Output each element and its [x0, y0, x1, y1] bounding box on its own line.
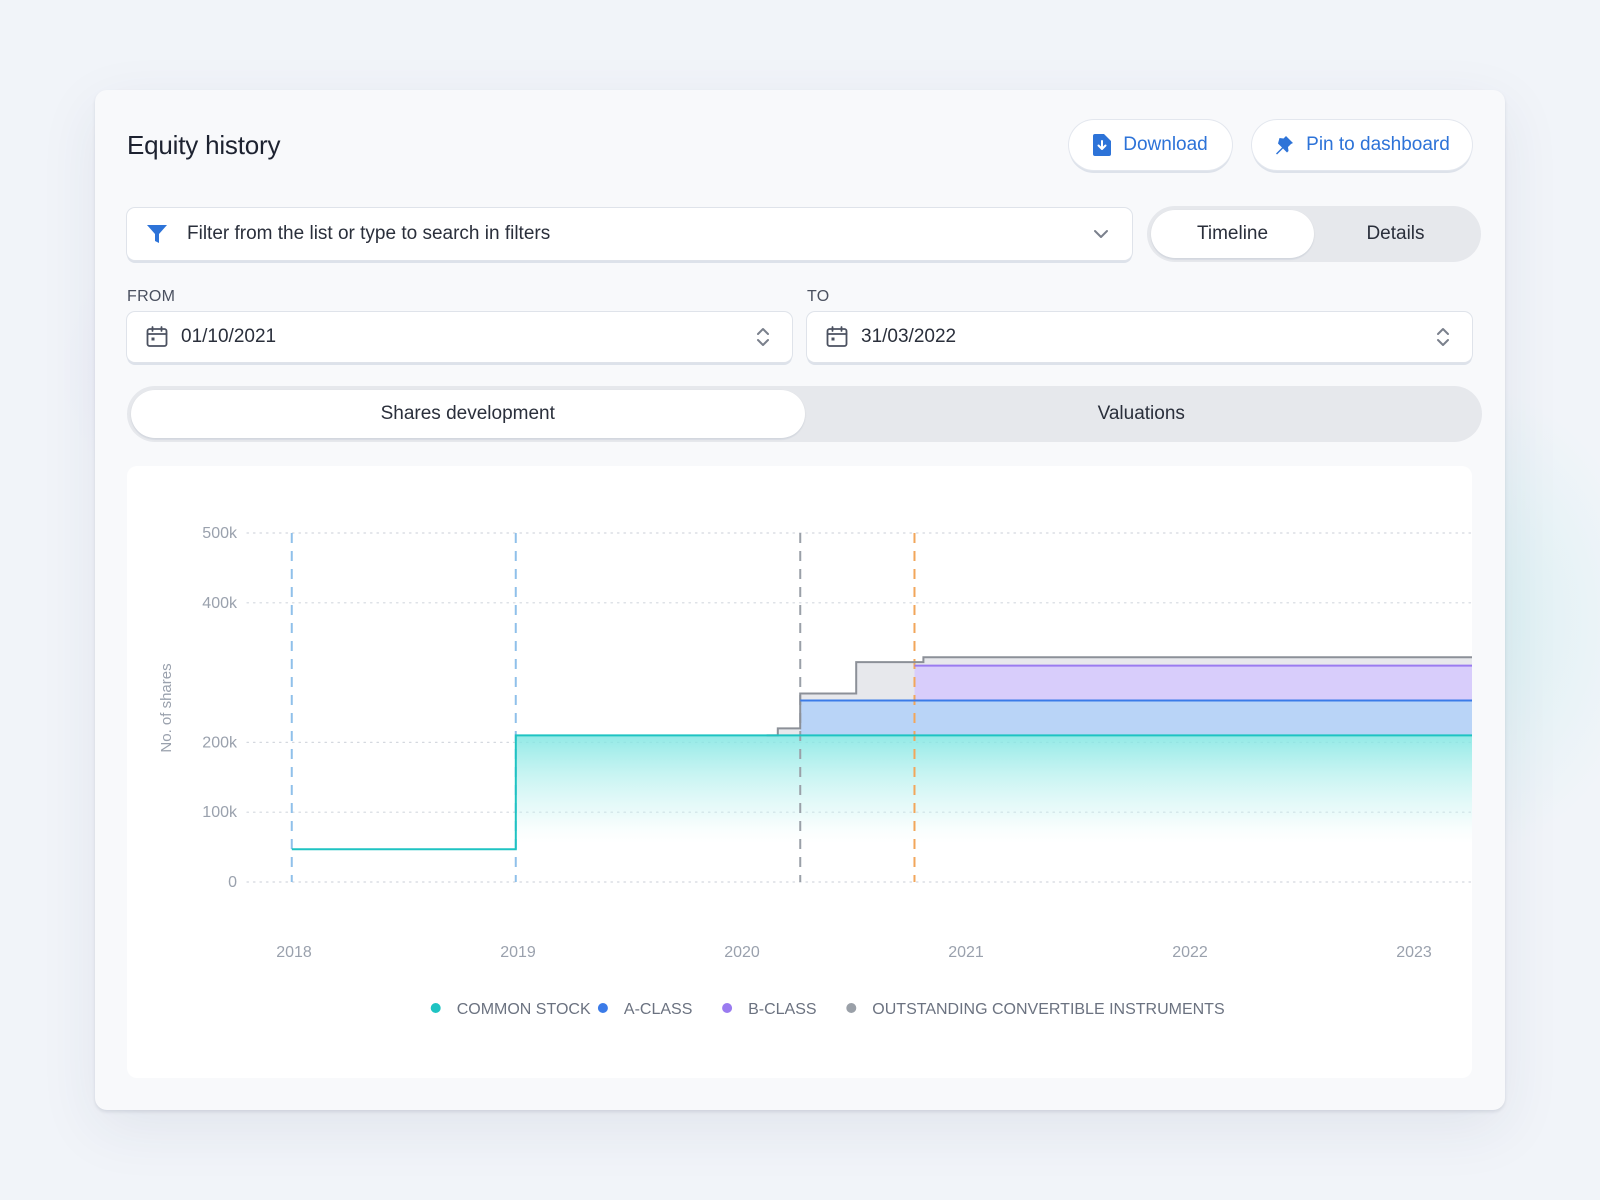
y-tick-label: 0 — [228, 874, 237, 891]
x-tick-label: 2019 — [500, 944, 536, 961]
calendar-icon — [826, 326, 848, 347]
from-date-field[interactable]: 01/10/2021 — [127, 312, 792, 362]
tab-shares-development[interactable]: Shares development — [131, 390, 805, 438]
shares-development-chart: 0 100k 200k 400k 500k 2018 2019 2020 2021 2022 202… — [158, 525, 1472, 1018]
y-axis-label: No. of shares — [158, 663, 175, 752]
calendar-icon — [146, 326, 168, 347]
y-tick-label: 200k — [202, 734, 238, 751]
x-tick-label: 2021 — [948, 944, 984, 961]
download-label: Download — [1123, 134, 1208, 155]
tab-timeline[interactable]: Timeline — [1151, 210, 1314, 258]
from-date-value: 01/10/2021 — [181, 326, 277, 347]
to-label: TO — [807, 288, 830, 305]
b-class-area — [914, 665, 1472, 701]
equity-history-card: Equity history Download Pin to dashboard… — [95, 90, 1505, 1110]
y-tick-label: 400k — [202, 595, 238, 612]
pin-label: Pin to dashboard — [1306, 134, 1450, 155]
from-label: FROM — [127, 288, 176, 305]
legend-label: B-CLASS — [748, 1001, 816, 1018]
page-title: Equity history — [127, 130, 281, 160]
legend-label: COMMON STOCK — [457, 1001, 591, 1018]
legend-label: A-CLASS — [624, 1001, 692, 1018]
download-button[interactable]: Download — [1069, 120, 1232, 170]
x-tick-label: 2020 — [724, 944, 760, 961]
convertible-line — [766, 656, 1472, 737]
filter-placeholder: Filter from the list or type to search i… — [187, 223, 551, 244]
legend-label: OUTSTANDING CONVERTIBLE INSTRUMENTS — [872, 1001, 1224, 1018]
legend-dot — [430, 1003, 441, 1013]
up-down-chevron-icon[interactable] — [1436, 326, 1450, 348]
y-tick-label: 500k — [202, 525, 238, 542]
a-class-area — [800, 700, 1472, 736]
x-tick-label: 2023 — [1396, 944, 1432, 961]
to-date-field[interactable]: 31/03/2022 — [807, 312, 1472, 362]
filter-select[interactable]: Filter from the list or type to search i… — [127, 208, 1132, 260]
pin-icon — [1276, 135, 1294, 155]
chart-tabs: Shares development Valuations — [127, 386, 1482, 442]
tab-valuations[interactable]: Valuations — [1097, 403, 1185, 424]
common-stock-line — [291, 734, 1472, 851]
x-tick-label: 2018 — [276, 944, 312, 961]
y-tick-label: 100k — [202, 804, 238, 821]
x-tick-label: 2022 — [1172, 944, 1208, 961]
to-date-value: 31/03/2022 — [861, 326, 957, 347]
shares-chart-panel: 0 100k 200k 400k 500k 2018 2019 2020 2021 2022 202… — [127, 466, 1472, 1078]
legend-dot — [597, 1003, 608, 1013]
view-toggle: Timeline Details — [1147, 206, 1481, 262]
download-file-icon — [1093, 134, 1112, 156]
tab-details[interactable]: Details — [1366, 223, 1425, 244]
pin-to-dashboard-button[interactable]: Pin to dashboard — [1252, 120, 1472, 170]
common-stock-area — [291, 735, 1472, 850]
legend-dot — [846, 1003, 857, 1013]
up-down-chevron-icon[interactable] — [756, 326, 770, 348]
chevron-down-icon[interactable] — [1092, 225, 1110, 243]
funnel-icon — [147, 225, 167, 243]
legend-dot — [722, 1003, 733, 1013]
